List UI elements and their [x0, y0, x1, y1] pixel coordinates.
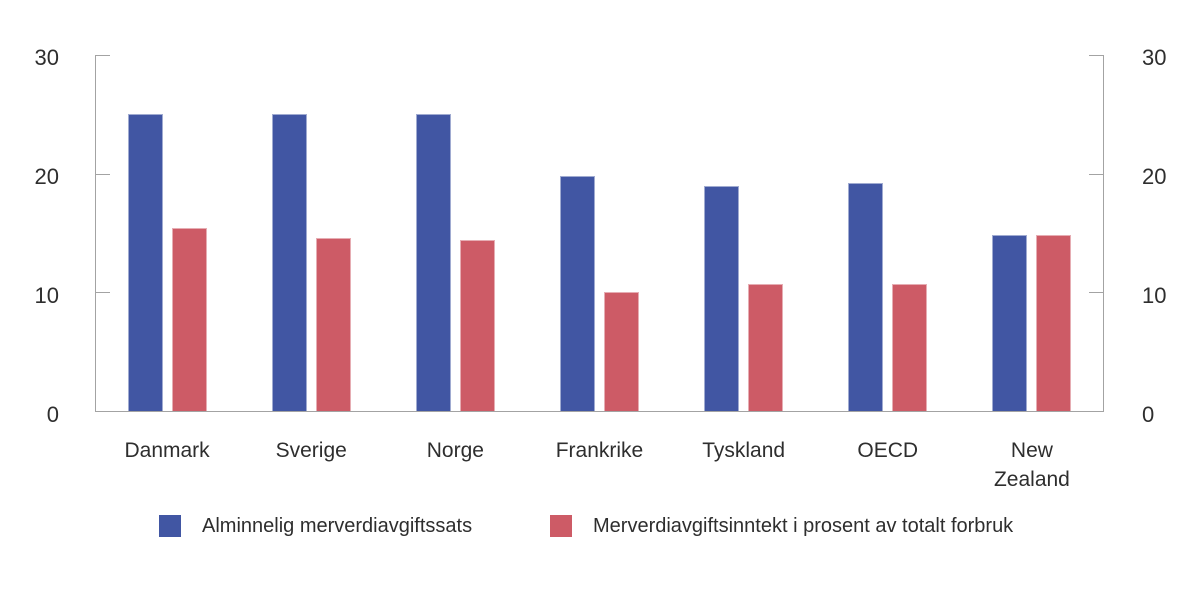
bar-danmark-inntekt	[172, 228, 208, 411]
bar-new-zealand-avgiftssats	[991, 235, 1027, 411]
y-tick-label-right-0: 0	[1142, 402, 1155, 427]
bar-norge-avgiftssats	[416, 114, 452, 411]
axis-tick-left-10	[96, 292, 110, 294]
axis-tick-right-20	[1089, 173, 1103, 175]
bar-groups	[96, 55, 1103, 411]
y-tick-label-left-10: 10	[34, 283, 59, 308]
legend-label-inntekt: Merverdiavgiftsinntekt i prosent av tota…	[593, 514, 1014, 537]
bar-tyskland-avgiftssats	[703, 185, 739, 411]
legend-item-avgiftssats: Alminnelig merverdiavgiftssats	[159, 513, 472, 539]
x-axis-labels: Danmark Sverige Norge Frankrike Tyskland…	[95, 436, 1104, 494]
bar-group-norge	[384, 55, 528, 411]
x-tick-label-danmark: Danmark	[124, 439, 210, 462]
y-tick-label-right-20: 20	[1142, 164, 1167, 189]
y-tick-label-left-20: 20	[34, 164, 59, 189]
bar-group-frankrike	[528, 55, 672, 411]
bar-norge-inntekt	[460, 240, 496, 411]
plot-area	[95, 55, 1104, 412]
axis-tick-left-30	[96, 55, 110, 56]
axis-tick-right-30	[1089, 55, 1103, 56]
bar-group-new-zealand	[959, 55, 1103, 411]
bar-group-sverige	[240, 55, 384, 411]
x-tick-label-sverige: Sverige	[275, 439, 347, 462]
x-tick-label-frankrike: Frankrike	[555, 439, 644, 462]
bar-oecd-inntekt	[891, 284, 927, 411]
y-tick-label-right-30: 30	[1142, 45, 1167, 70]
y-tick-label-right-10: 10	[1142, 283, 1167, 308]
bar-sverige-avgiftssats	[272, 114, 308, 411]
y-tick-label-left-0: 0	[46, 402, 59, 427]
x-tick-label-new-zealand: New Zealand	[993, 439, 1070, 491]
x-tick-label-tyskland: Tyskland	[702, 439, 786, 462]
bar-group-tyskland	[671, 55, 815, 411]
axis-tick-right-10	[1089, 292, 1103, 294]
x-tick-label-oecd: OECD	[857, 439, 919, 462]
legend-item-inntekt: Merverdiavgiftsinntekt i prosent av tota…	[550, 513, 1013, 539]
legend-label-avgiftssats: Alminnelig merverdiavgiftssats	[202, 514, 473, 537]
y-tick-label-left-30: 30	[34, 45, 59, 70]
bar-new-zealand-inntekt	[1035, 235, 1071, 411]
bar-oecd-avgiftssats	[847, 183, 883, 411]
legend-swatch-blue	[159, 515, 181, 537]
bar-danmark-avgiftssats	[128, 114, 164, 411]
bar-frankrike-inntekt	[604, 292, 639, 411]
bar-group-danmark	[96, 55, 240, 411]
x-tick-label-norge: Norge	[426, 439, 484, 462]
bar-tyskland-inntekt	[747, 284, 783, 411]
legend-swatch-red	[550, 515, 572, 537]
bar-sverige-inntekt	[316, 237, 352, 411]
bar-frankrike-avgiftssats	[560, 176, 595, 411]
axis-tick-left-20	[96, 173, 110, 175]
bar-group-oecd	[815, 55, 959, 411]
